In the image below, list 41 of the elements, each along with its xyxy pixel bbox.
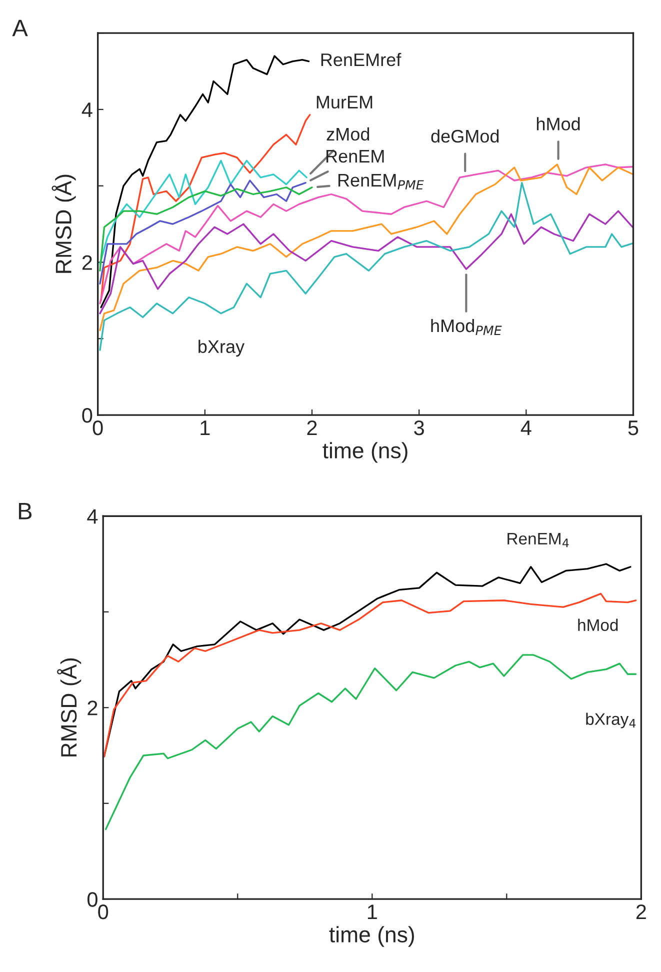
y-tick-label: 2: [88, 700, 98, 716]
y-tick-label: 0: [87, 892, 98, 907]
annotation: RenEMref: [321, 52, 402, 66]
annotation: hMod$_{PME}$: [431, 318, 502, 335]
line-series: [104, 654, 637, 830]
annotation: bXray$_{4}$: [586, 712, 636, 728]
line-series: [100, 55, 310, 308]
annotation: RenEM$_{4}$: [508, 532, 569, 548]
y-tick-label: 2: [82, 255, 92, 270]
x-tick-label: 2: [636, 904, 646, 920]
x-axis-title: time (ns): [329, 926, 414, 947]
x-tick-label: 1: [368, 904, 377, 920]
x-axis-title: time (ns): [322, 442, 408, 463]
line-series: [99, 186, 313, 272]
annotation: bXray: [198, 340, 245, 357]
annotation: MurEM: [316, 96, 372, 109]
annotation: RenEM$_{PME}$: [338, 174, 424, 190]
x-tick-label: 2: [307, 420, 317, 436]
annotation: zMod: [326, 127, 370, 141]
chart-title: A: [12, 20, 28, 36]
chart-title: B: [18, 503, 32, 520]
x-tick-label: 1: [200, 420, 210, 436]
line-series: [99, 160, 308, 265]
x-tick-label: 4: [520, 420, 532, 436]
line-series: [99, 164, 634, 304]
annotation: deGMod: [431, 129, 499, 143]
annotation: hMod: [578, 618, 618, 632]
y-axis-title: RMSD (Å): [57, 658, 82, 756]
line-series: [99, 210, 634, 314]
y-tick-label: 4: [82, 102, 92, 117]
x-tick-label: 5: [628, 420, 638, 436]
line-series: [99, 180, 306, 284]
x-tick-label: 0: [98, 904, 108, 920]
y-tick-label: 4: [87, 509, 98, 524]
line-series: [103, 592, 637, 758]
y-axis-title: RMSD (Å): [52, 174, 76, 273]
line-series: [100, 114, 311, 302]
annotation: RenEM: [326, 150, 384, 163]
y-tick-label: 0: [82, 408, 92, 423]
x-tick-label: 3: [414, 420, 424, 436]
annotation: hMod: [536, 117, 580, 130]
